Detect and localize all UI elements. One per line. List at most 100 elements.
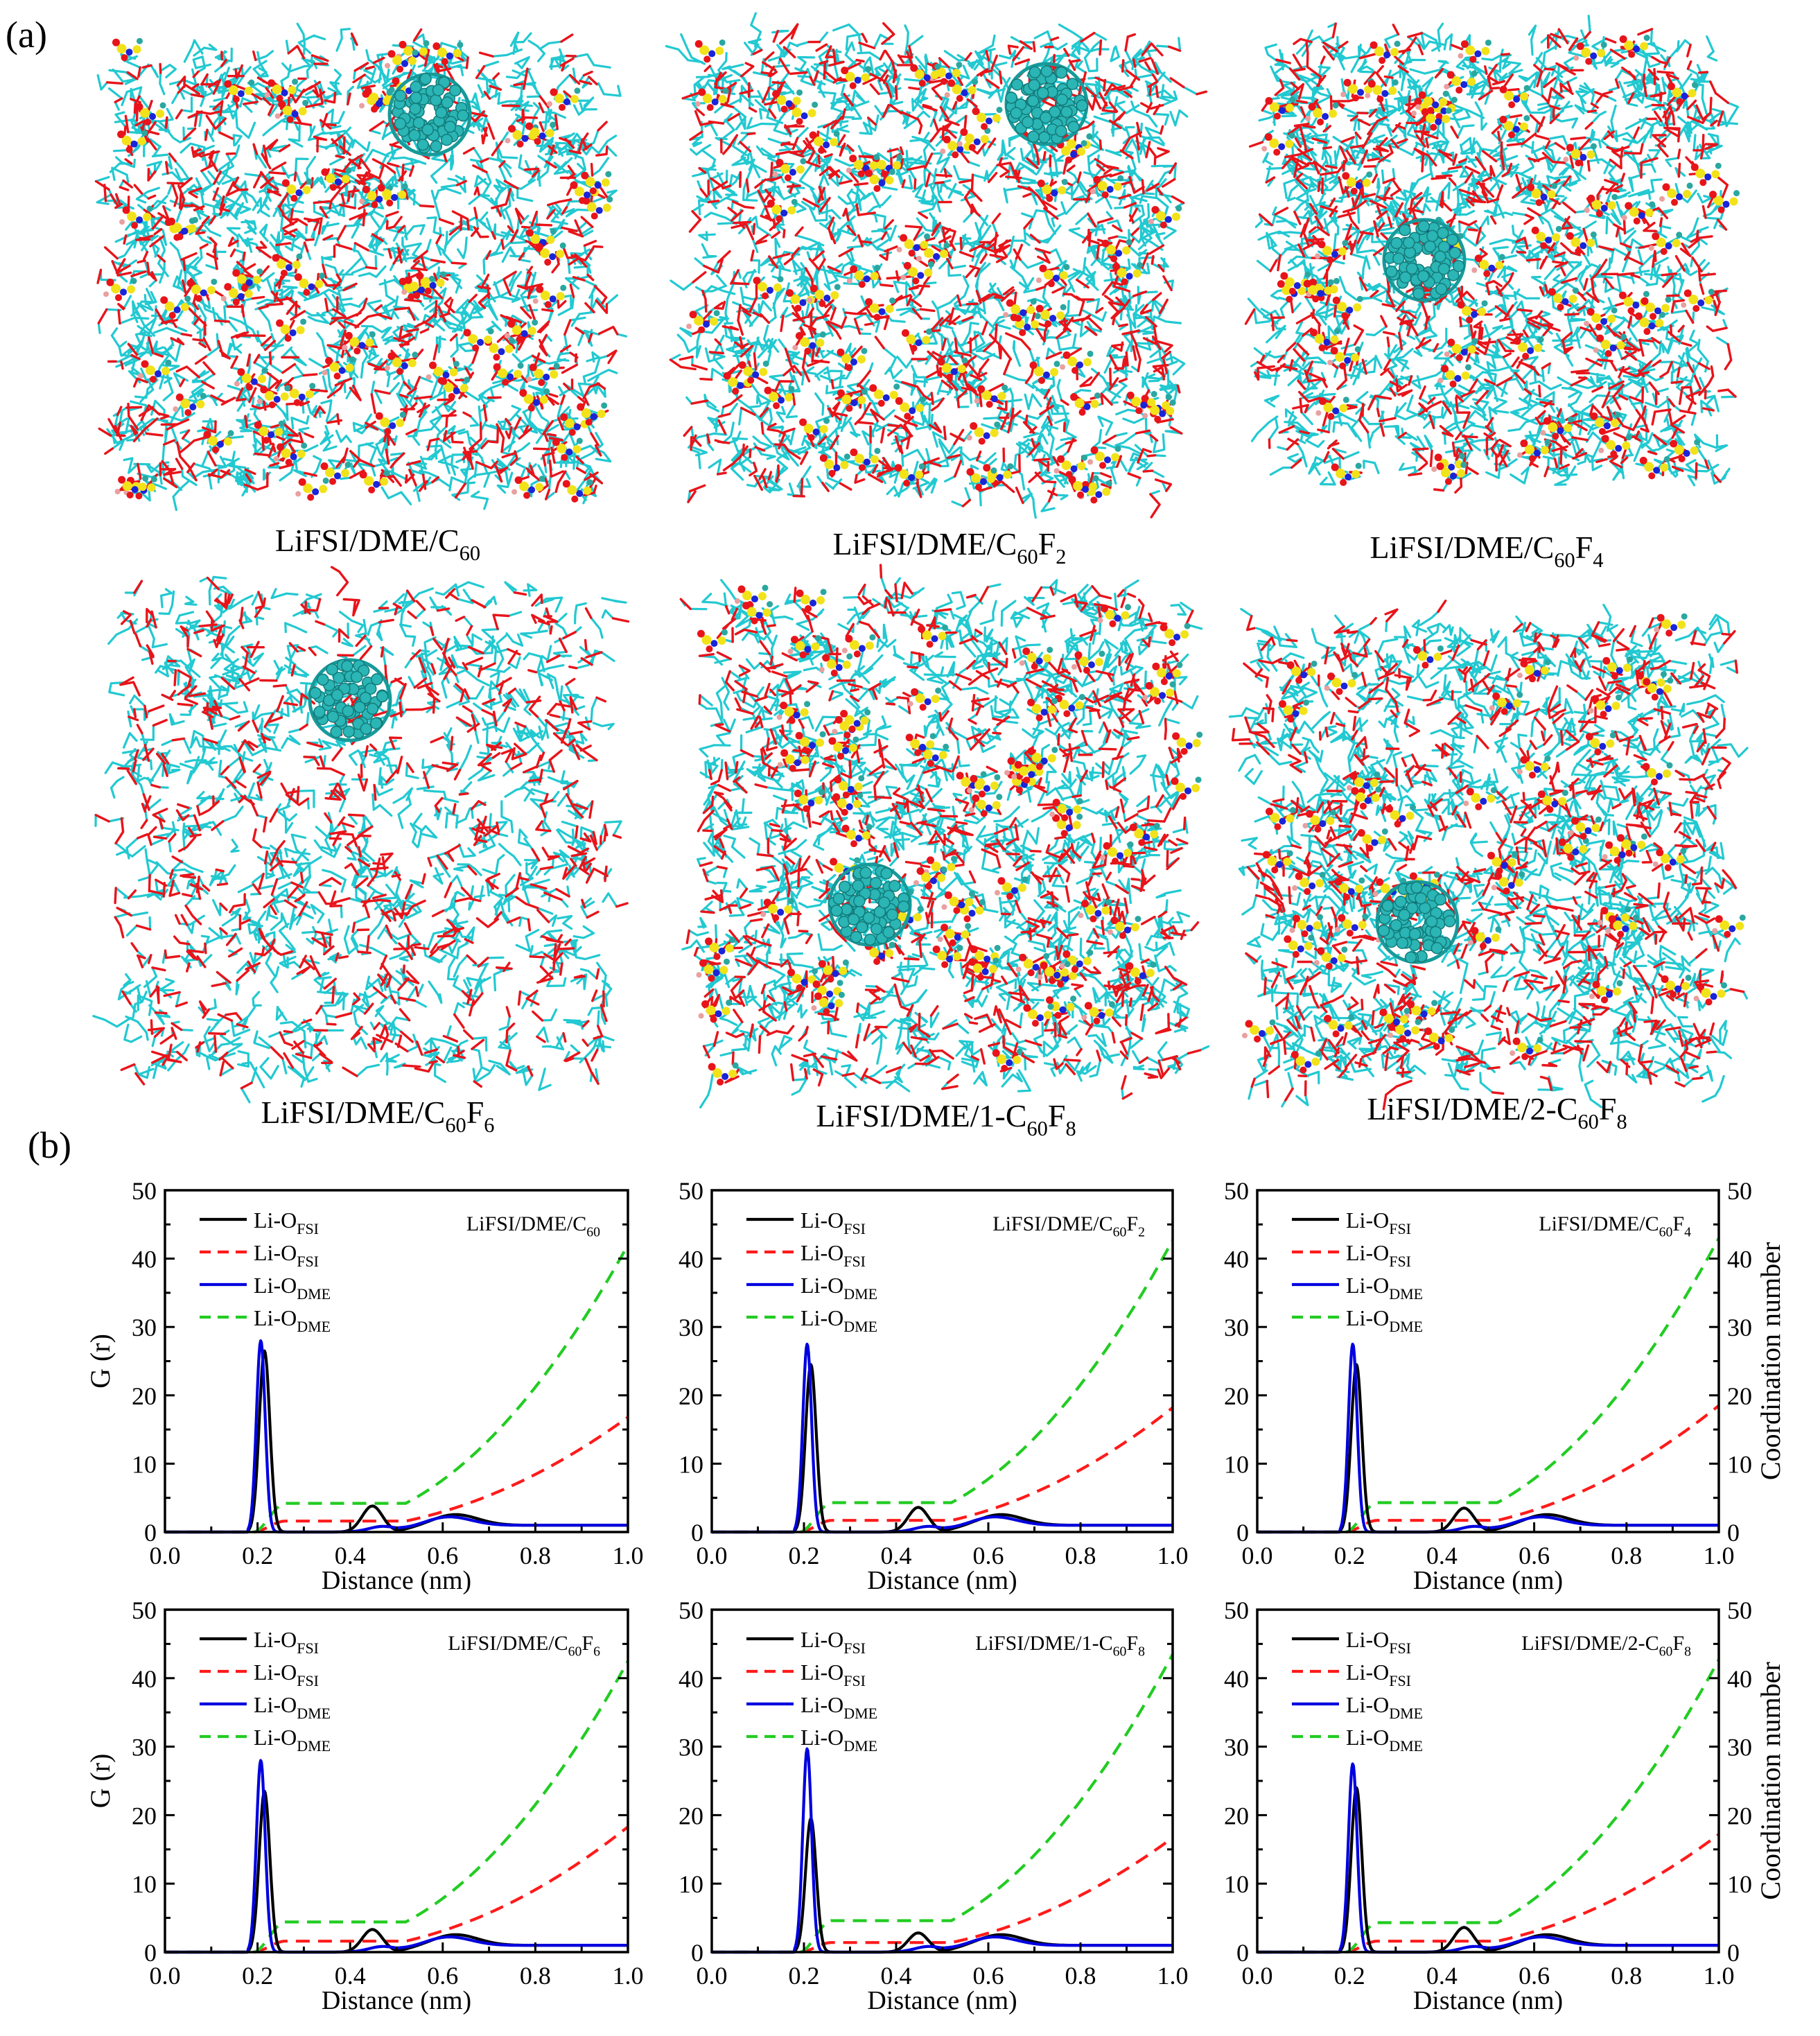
fsi-anion: [1444, 338, 1478, 361]
fsi-anion: [796, 589, 827, 612]
x-tick-label: 0.4: [335, 1962, 366, 1990]
fsi-anion: [807, 284, 841, 308]
x-tick-label: 0.4: [1426, 1542, 1458, 1569]
x-tick-label: 1.0: [1157, 1962, 1189, 1990]
fsi-anion: [1112, 261, 1144, 286]
fsi-anion: [966, 774, 1001, 798]
fsi-anion: [905, 733, 936, 756]
chart-title: LiFSI/DME/C60: [466, 1212, 600, 1239]
fsi-anion: [734, 584, 769, 609]
fsi-anion: [1593, 333, 1627, 358]
fsi-anion: [1588, 694, 1622, 718]
fsi-anion: [1487, 851, 1519, 875]
fsi-anion: [322, 356, 356, 380]
x-tick-label: 0.2: [1334, 1962, 1365, 1990]
x-tick-label: 0.8: [1065, 1962, 1096, 1990]
y-tick-label: 30: [679, 1314, 703, 1341]
fsi-anion: [1027, 747, 1058, 770]
y2-tick-label: 10: [1727, 1450, 1752, 1478]
fsi-anion: [896, 233, 931, 257]
y2-tick-label: 20: [1727, 1802, 1752, 1829]
fsi-anion: [1315, 397, 1349, 420]
x-tick-label: 1.0: [1157, 1542, 1189, 1569]
fsi-anion: [994, 876, 1029, 900]
fsi-anion: [1634, 311, 1665, 336]
fsi-anion: [1087, 445, 1121, 469]
rdf-dme-line: [1257, 1762, 1720, 1954]
fsi-anion: [1548, 287, 1580, 311]
fsi-anion: [168, 216, 199, 241]
fsi-anion: [697, 629, 728, 653]
snapshot-6: [1228, 600, 1749, 1111]
y-tick-label: 20: [679, 1382, 703, 1410]
plot-frame: [1256, 1189, 1720, 1533]
cn-fsi-line: [1257, 1833, 1720, 1954]
fsi-anion: [1262, 850, 1293, 873]
fsi-anion: [1037, 961, 1071, 984]
y-tick-label: 40: [679, 1246, 703, 1273]
fsi-anion: [819, 653, 853, 677]
plot-frame: [710, 1189, 1174, 1533]
fsi-anion: [342, 331, 376, 355]
y-tick-label: 0: [691, 1519, 703, 1547]
x-tick-label: 1.0: [1704, 1542, 1735, 1569]
fsi-anion: [1566, 231, 1597, 255]
snapshot-label-5: LiFSI/DME/1-C60F8: [816, 1098, 1076, 1140]
legend-entry: Li-OFSI: [800, 1660, 866, 1689]
snapshot-2: [665, 12, 1208, 519]
fsi-anion: [1670, 439, 1701, 462]
fsi-anion: [186, 278, 218, 302]
fsi-anion: [1652, 848, 1687, 871]
legend-entry: Li-OFSI: [1346, 1208, 1411, 1237]
x-tick-label: 0.0: [697, 1542, 728, 1569]
y2-axis-label: Coordination number: [1755, 1242, 1786, 1480]
fsi-anion: [135, 102, 166, 126]
fsi-anion: [1437, 364, 1472, 388]
fsi-anion: [795, 731, 826, 755]
legend-entry: Li-ODME: [1346, 1273, 1423, 1303]
fsi-anion: [1053, 454, 1088, 478]
fsi-anion: [1035, 304, 1067, 328]
fsi-anion: [787, 635, 822, 659]
x-tick-label: 0.6: [427, 1542, 458, 1569]
fsi-anion: [1171, 776, 1202, 800]
oxygen-bonds: [94, 28, 619, 501]
fsi-anion: [519, 388, 550, 412]
fsi-anion: [1327, 346, 1361, 369]
fsi-anion: [1563, 143, 1597, 167]
fsi-anion: [1458, 40, 1491, 63]
legend-entry: Li-OFSI: [800, 1240, 866, 1270]
fsi-anion: [937, 923, 972, 946]
fsi-anion: [552, 437, 583, 462]
fsi-anion: [1342, 171, 1373, 195]
x-tick-label: 0.2: [242, 1962, 273, 1990]
fsi-anion: [232, 268, 263, 292]
fsi-anion: [1639, 455, 1670, 480]
rdf-fsi-line: [1257, 1786, 1720, 1954]
rdf-dme-line: [1257, 1342, 1720, 1534]
y-tick-label: 30: [132, 1734, 157, 1761]
fsi-anion: [1537, 790, 1568, 813]
fsi-anion: [841, 824, 873, 848]
x-tick-label: 0.2: [242, 1542, 273, 1569]
y2-tick-label: 50: [1727, 1177, 1752, 1205]
fsi-anion: [787, 968, 819, 991]
fsi-anion: [901, 328, 932, 352]
fsi-anion: [895, 396, 926, 420]
fsi-anion: [1491, 871, 1525, 895]
fsi-anion: [1540, 416, 1574, 440]
fsi-anion: [1365, 79, 1399, 103]
y2-tick-label: 0: [1727, 1519, 1740, 1547]
fsi-anion: [1059, 949, 1094, 973]
fsi-anion: [220, 282, 255, 306]
fsi-anion: [1284, 934, 1315, 958]
fsi-anion: [837, 347, 868, 372]
fsi-anion: [1659, 182, 1693, 206]
fsi-anion: [1019, 646, 1053, 670]
fsi-anion: [385, 49, 419, 73]
fsi-anion: [295, 477, 329, 501]
fsi-anion: [944, 78, 979, 103]
y-tick-label: 30: [1224, 1314, 1249, 1341]
fsi-anion: [1499, 115, 1530, 139]
fsi-anion: [1071, 650, 1105, 675]
